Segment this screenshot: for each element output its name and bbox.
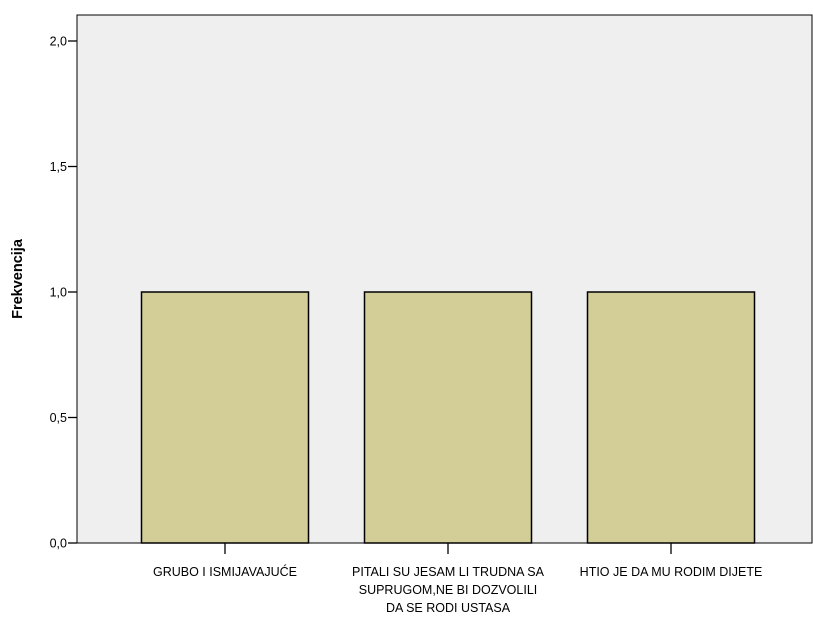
x-tick-label-line: DA SE RODI USTASA: [386, 601, 511, 615]
y-tick-label: 0,5: [50, 411, 67, 425]
x-tick-label-line: PITALI SU JESAM LI TRUDNA SA: [352, 565, 545, 579]
x-tick-label: GRUBO I ISMIJAVAJUĆE: [153, 564, 297, 579]
y-tick-label: 0,0: [50, 537, 67, 551]
x-tick-label-line: HTIO JE DA MU RODIM DIJETE: [580, 565, 763, 579]
y-tick-label: 1,5: [50, 160, 67, 174]
y-axis-label: Frekvencija: [10, 238, 26, 319]
y-axis: 0,0 0,5 1,0 1,5 2,0: [50, 35, 77, 551]
x-tick-label-line: SUPRUGOM,NE BI DOZVOLILI: [359, 583, 538, 597]
bar: [140, 291, 310, 544]
bars-group: [140, 291, 756, 544]
bar: [586, 291, 756, 544]
bar: [363, 291, 533, 544]
y-tick-label: 1,0: [50, 286, 67, 300]
x-tick-label: HTIO JE DA MU RODIM DIJETE: [580, 565, 763, 579]
y-tick-label: 2,0: [50, 35, 67, 49]
x-tick-label: PITALI SU JESAM LI TRUDNA SA SUPRUGOM,NE …: [352, 565, 545, 615]
x-tick-label-line: GRUBO I ISMIJAVAJUĆE: [153, 564, 297, 579]
x-axis: GRUBO I ISMIJAVAJUĆE PITALI SU JESAM LI T…: [153, 543, 762, 615]
